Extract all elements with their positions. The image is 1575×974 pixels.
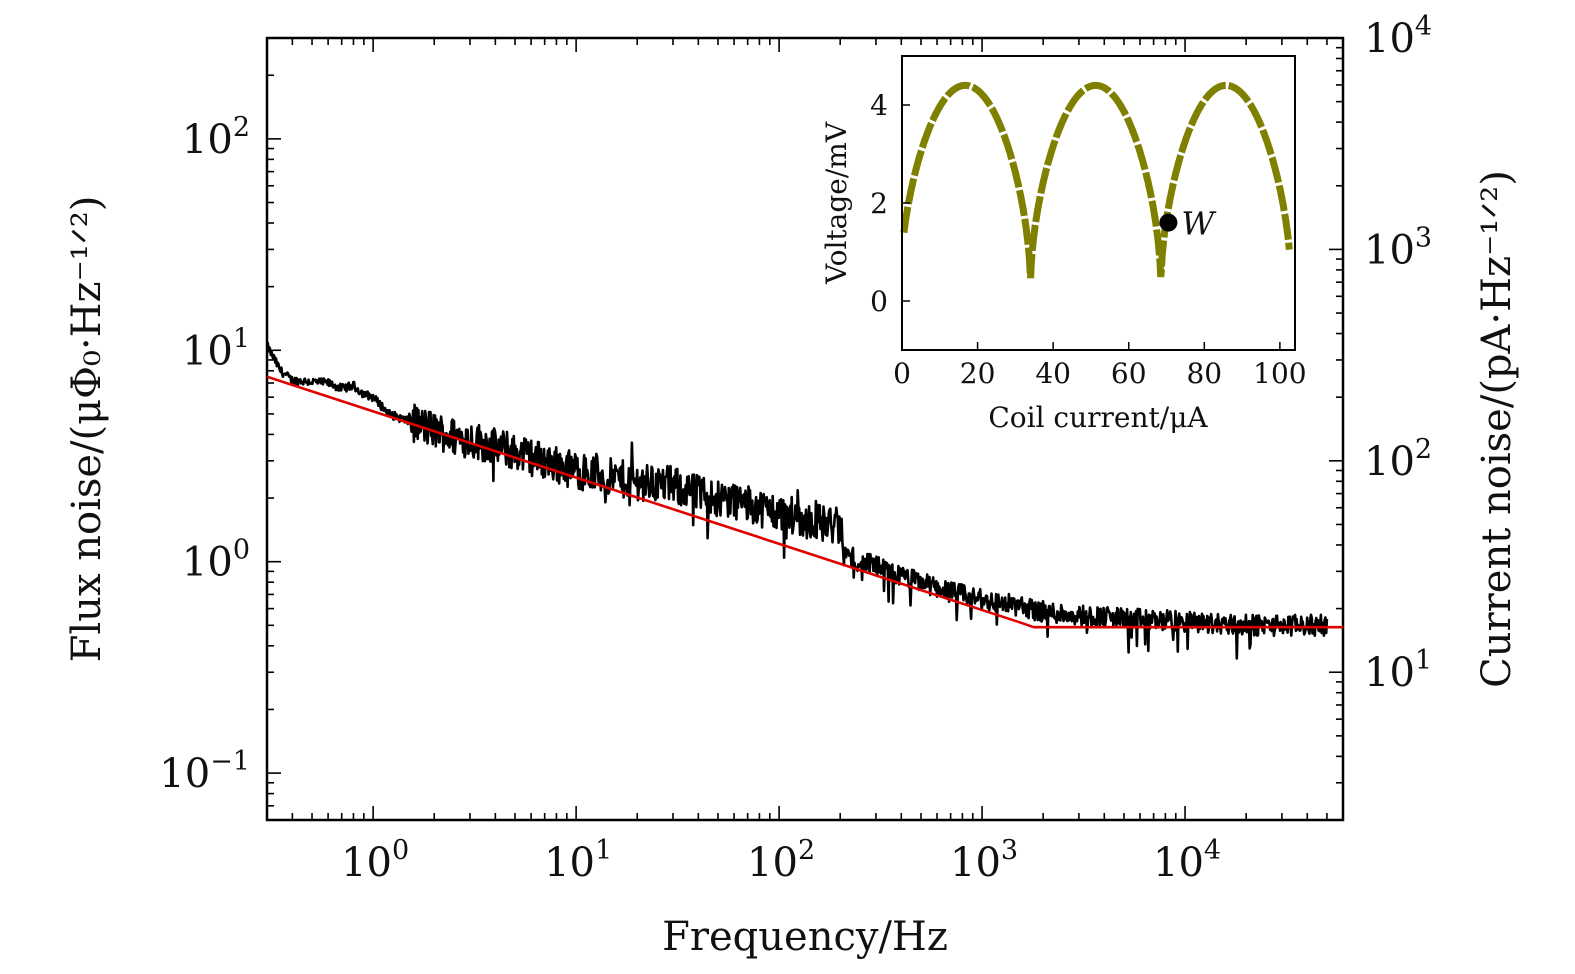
main-series-group <box>265 341 1343 660</box>
fit-line <box>266 375 1343 629</box>
inset-background <box>902 56 1295 350</box>
noise-spectrum-line <box>265 341 1329 660</box>
inset-x-tick-label: 60 <box>1111 357 1147 390</box>
inset-y-tick-label: 0 <box>870 285 888 318</box>
inset-x-tick-label: 0 <box>893 357 911 390</box>
inset-x-tick-label: 40 <box>1035 357 1071 390</box>
y2-tick-label: 104 <box>1364 11 1432 62</box>
main-axis-ticks <box>266 37 1344 821</box>
y-axis-label: Flux noise/(μΦ₀·Hz⁻¹ᐟ²) <box>64 196 110 663</box>
inset-y-tick-label: 2 <box>870 187 888 220</box>
y2-tick-label: 103 <box>1364 222 1432 273</box>
y-tick-label: 10−1 <box>159 746 250 797</box>
inset-series-group <box>900 81 1293 279</box>
y-tick-label: 100 <box>182 535 250 586</box>
inset-x-tick-label: 80 <box>1186 357 1222 390</box>
y2-tick-label: 101 <box>1364 645 1432 696</box>
inset-y-axis-label: Voltage/mV <box>820 121 853 285</box>
inset-axis-ticks <box>901 104 1281 350</box>
x-axis-label: Frequency/Hz <box>662 914 948 960</box>
main-tick-labels: 100 101 102 103 104 10−1 100 101 102 101 102 103 104 <box>159 11 1432 886</box>
inset-x-tick-label: 100 <box>1253 357 1306 390</box>
y2-tick-label: 102 <box>1364 434 1432 485</box>
x-tick-label: 104 <box>1153 835 1221 886</box>
inset-y-tick-label: 4 <box>870 89 888 122</box>
x-tick-label: 101 <box>544 835 612 886</box>
y-tick-label: 102 <box>182 112 250 163</box>
inset-x-axis-label: Coil current/μA <box>988 401 1208 434</box>
inset-x-tick-label: 20 <box>960 357 996 390</box>
main-plot-frame <box>265 36 1345 822</box>
working-point-label: W <box>1181 205 1217 243</box>
x-tick-label: 100 <box>341 835 409 886</box>
x-tick-label: 102 <box>747 835 815 886</box>
working-point-marker <box>1159 213 1178 232</box>
inset-voltage-curve <box>900 81 1293 279</box>
y-tick-label: 101 <box>182 323 250 374</box>
inset-annotation: W <box>1159 205 1217 243</box>
inset-tick-labels: 0 20 40 60 80 100 0 2 4 <box>870 89 1306 390</box>
y2-axis-label: Current noise/(pA·Hz⁻¹ᐟ²) <box>1474 170 1520 688</box>
x-tick-label: 103 <box>950 835 1018 886</box>
